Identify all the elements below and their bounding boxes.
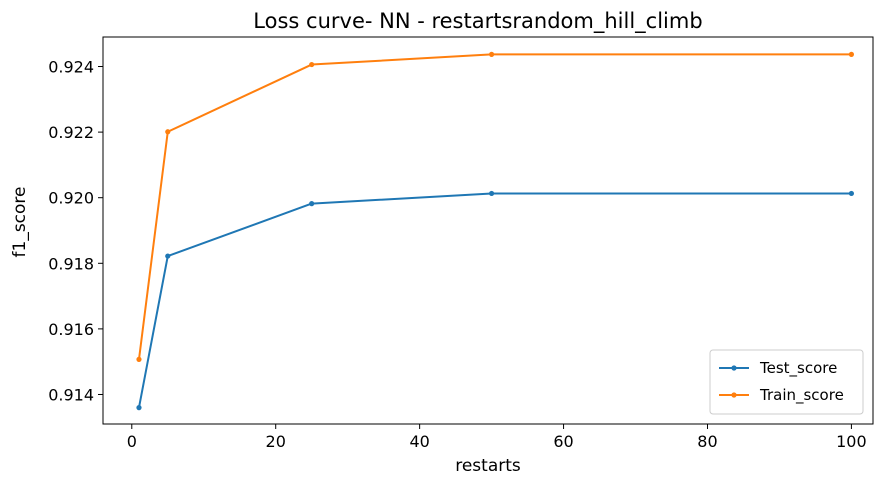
legend-label-train-score: Train_score bbox=[759, 386, 844, 405]
legend: Test_score Train_score bbox=[709, 349, 864, 415]
data-point-test-score bbox=[136, 405, 142, 411]
data-point-test-score bbox=[489, 190, 495, 197]
x-tick-label: 20 bbox=[266, 432, 286, 451]
data-point-test-score bbox=[309, 201, 315, 207]
data-point-train-score bbox=[136, 356, 142, 362]
x-tick-label: 60 bbox=[553, 432, 573, 451]
y-tick-label: 0.918 bbox=[48, 254, 94, 273]
data-point-test-score bbox=[165, 253, 171, 259]
legend-marker-train-score bbox=[731, 392, 737, 398]
legend-label-test-score: Test_score bbox=[759, 359, 837, 378]
data-point-test-score bbox=[848, 190, 855, 197]
x-tick-label: 0 bbox=[127, 432, 137, 451]
data-point-train-score bbox=[848, 51, 855, 57]
axes-frame bbox=[102, 36, 874, 425]
legend-marker-test-score bbox=[731, 365, 737, 371]
y-axis-label: f1_score bbox=[10, 187, 30, 258]
x-tick-label: 100 bbox=[836, 432, 867, 451]
y-tick-label: 0.916 bbox=[48, 320, 94, 339]
data-point-train-score bbox=[309, 61, 315, 68]
y-tick-label: 0.914 bbox=[48, 385, 94, 404]
data-point-train-score bbox=[165, 129, 171, 135]
y-tick-label: 0.920 bbox=[48, 189, 94, 208]
chart-title: Loss curve- NN - restartsrandom_hill_cli… bbox=[253, 9, 702, 34]
data-point-train-score bbox=[489, 51, 495, 57]
y-tick-label: 0.922 bbox=[48, 123, 94, 142]
plot-area bbox=[136, 51, 855, 411]
x-axis-label: restarts bbox=[455, 456, 521, 476]
y-tick-label: 0.924 bbox=[48, 58, 94, 77]
x-tick-label: 40 bbox=[409, 432, 429, 451]
axes: 0 20 40 60 80 100 0.914 0.916 0.918 0.920 0.922 0.9… bbox=[48, 36, 874, 451]
x-tick-label: 80 bbox=[697, 432, 717, 451]
legend-box bbox=[709, 349, 864, 415]
